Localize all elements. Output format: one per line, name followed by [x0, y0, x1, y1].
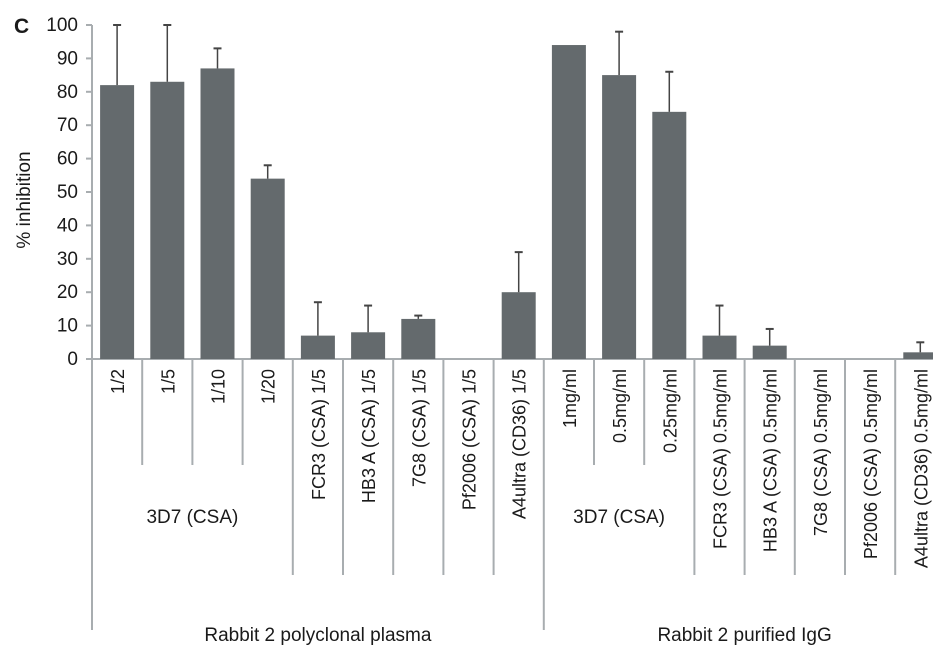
bar	[300, 335, 335, 359]
y-tick-label: 70	[57, 115, 78, 136]
y-axis-label: % inhibition	[14, 151, 35, 248]
group-labels: Rabbit 2 polyclonal plasma Rabbit 2 purif…	[204, 625, 831, 646]
x-tick-label: 1/5	[158, 369, 178, 394]
bars	[100, 45, 933, 360]
y-tick-label: 20	[57, 282, 78, 303]
bar	[250, 178, 285, 359]
x-tick-label: 7G8 (CSA) 1/5	[409, 369, 429, 487]
group-label: Rabbit 2 purified IgG	[657, 625, 831, 646]
y-tick-label: 100	[46, 15, 78, 36]
bar	[551, 45, 586, 359]
bar	[401, 318, 436, 359]
x-tick-label: 1/2	[108, 369, 128, 394]
subgroup-label: 3D7 (CSA)	[146, 507, 238, 528]
bar	[200, 68, 235, 360]
x-tick-label: FCR3 (CSA) 1/5	[309, 369, 329, 500]
y-tick-label: 30	[57, 249, 78, 270]
y-tick-labels: 0 10 20 30 40 50 60 70 80 90 100	[46, 15, 78, 370]
x-tick-label: Pf2006 (CSA) 1/5	[460, 369, 480, 510]
x-tick-label: A4ultra (CD36) 1/5	[510, 369, 530, 519]
y-tick-label: 90	[57, 48, 78, 69]
bar	[752, 345, 787, 359]
group-label: Rabbit 2 polyclonal plasma	[204, 625, 432, 646]
y-tick-label: 0	[67, 349, 78, 370]
x-tick-label: HB3 A (CSA) 1/5	[359, 369, 379, 503]
bar	[903, 352, 933, 359]
x-tick-label: 1mg/ml	[560, 369, 580, 428]
x-tick-label: 0.5mg/ml	[610, 369, 630, 443]
x-tick-label: HB3 A (CSA) 0.5mg/ml	[761, 369, 781, 552]
bar	[351, 332, 386, 359]
x-tick-label: 1/10	[209, 369, 229, 404]
bar	[602, 75, 637, 359]
x-tick-label: FCR3 (CSA) 0.5mg/ml	[711, 369, 731, 549]
y-tick-label: 40	[57, 215, 78, 236]
subgroup-labels: 3D7 (CSA) 3D7 (CSA)	[146, 507, 665, 528]
bar	[100, 85, 135, 360]
y-tick-label: 80	[57, 82, 78, 103]
panel-letter: C	[14, 15, 29, 38]
y-tick-label: 50	[57, 182, 78, 203]
bar	[702, 335, 737, 359]
bar	[652, 111, 687, 359]
subgroup-label: 3D7 (CSA)	[573, 507, 665, 528]
error-bars	[113, 24, 925, 353]
x-tick-labels: 1/2 1/5 1/10 1/20 FCR3 (CSA) 1/5 HB3 A (CSA) …	[108, 369, 931, 568]
x-tick-label: 0.25mg/ml	[660, 369, 680, 453]
x-tick-label: Pf2006 (CSA) 0.5mg/ml	[861, 369, 881, 559]
y-tick-label: 10	[57, 316, 78, 337]
x-tick-label: 1/20	[259, 369, 279, 404]
bar	[501, 292, 536, 359]
y-tick-label: 60	[57, 149, 78, 170]
x-tick-label: 7G8 (CSA) 0.5mg/ml	[811, 369, 831, 536]
bar	[150, 81, 185, 359]
x-tick-label: A4ultra (CD36) 0.5mg/ml	[911, 369, 931, 568]
